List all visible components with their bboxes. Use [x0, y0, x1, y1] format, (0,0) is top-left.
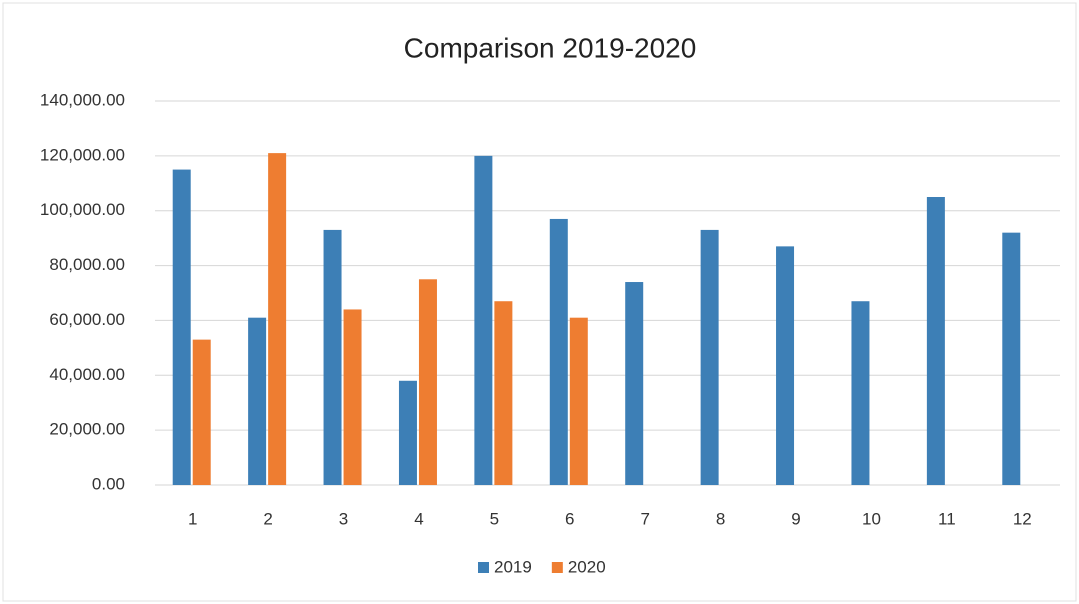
bar [494, 301, 513, 485]
x-tick-label: 12 [1013, 509, 1032, 528]
bar [398, 380, 417, 485]
y-tick-label: 20,000.00 [49, 420, 125, 439]
bar [926, 197, 945, 485]
x-tick-label: 2 [263, 509, 272, 528]
legend-label: 2019 [494, 557, 532, 576]
x-tick-label: 5 [490, 509, 499, 528]
bar [851, 301, 870, 485]
bar [474, 155, 493, 485]
bar [625, 282, 644, 485]
bar [192, 339, 211, 485]
y-tick-label: 0.00 [92, 474, 125, 493]
x-tick-label: 4 [414, 509, 423, 528]
x-tick-label: 11 [938, 509, 956, 528]
bar [1002, 232, 1021, 485]
x-tick-label: 9 [791, 509, 800, 528]
x-tick-label: 3 [339, 509, 348, 528]
legend-swatch [478, 562, 489, 573]
bar [268, 153, 287, 485]
x-tick-label: 10 [862, 509, 881, 528]
bar [343, 309, 362, 485]
x-tick-label: 1 [188, 509, 197, 528]
x-tick-label: 7 [640, 509, 649, 528]
bar [776, 246, 795, 485]
y-tick-label: 100,000.00 [40, 200, 125, 219]
bar [700, 229, 719, 485]
bar [549, 218, 568, 485]
y-tick-label: 60,000.00 [49, 310, 125, 329]
y-tick-label: 140,000.00 [40, 90, 125, 109]
bar [248, 317, 267, 485]
bar [172, 169, 191, 486]
bar [418, 279, 437, 485]
y-tick-label: 80,000.00 [49, 255, 125, 274]
legend-label: 2020 [568, 557, 606, 576]
bar [323, 229, 342, 485]
chart-title: Comparison 2019-2020 [404, 32, 697, 63]
bar [569, 317, 588, 485]
y-tick-label: 120,000.00 [40, 145, 125, 164]
x-tick-label: 8 [716, 509, 725, 528]
y-tick-label: 40,000.00 [49, 365, 125, 384]
legend-swatch [551, 562, 563, 573]
x-tick-label: 6 [565, 509, 574, 528]
